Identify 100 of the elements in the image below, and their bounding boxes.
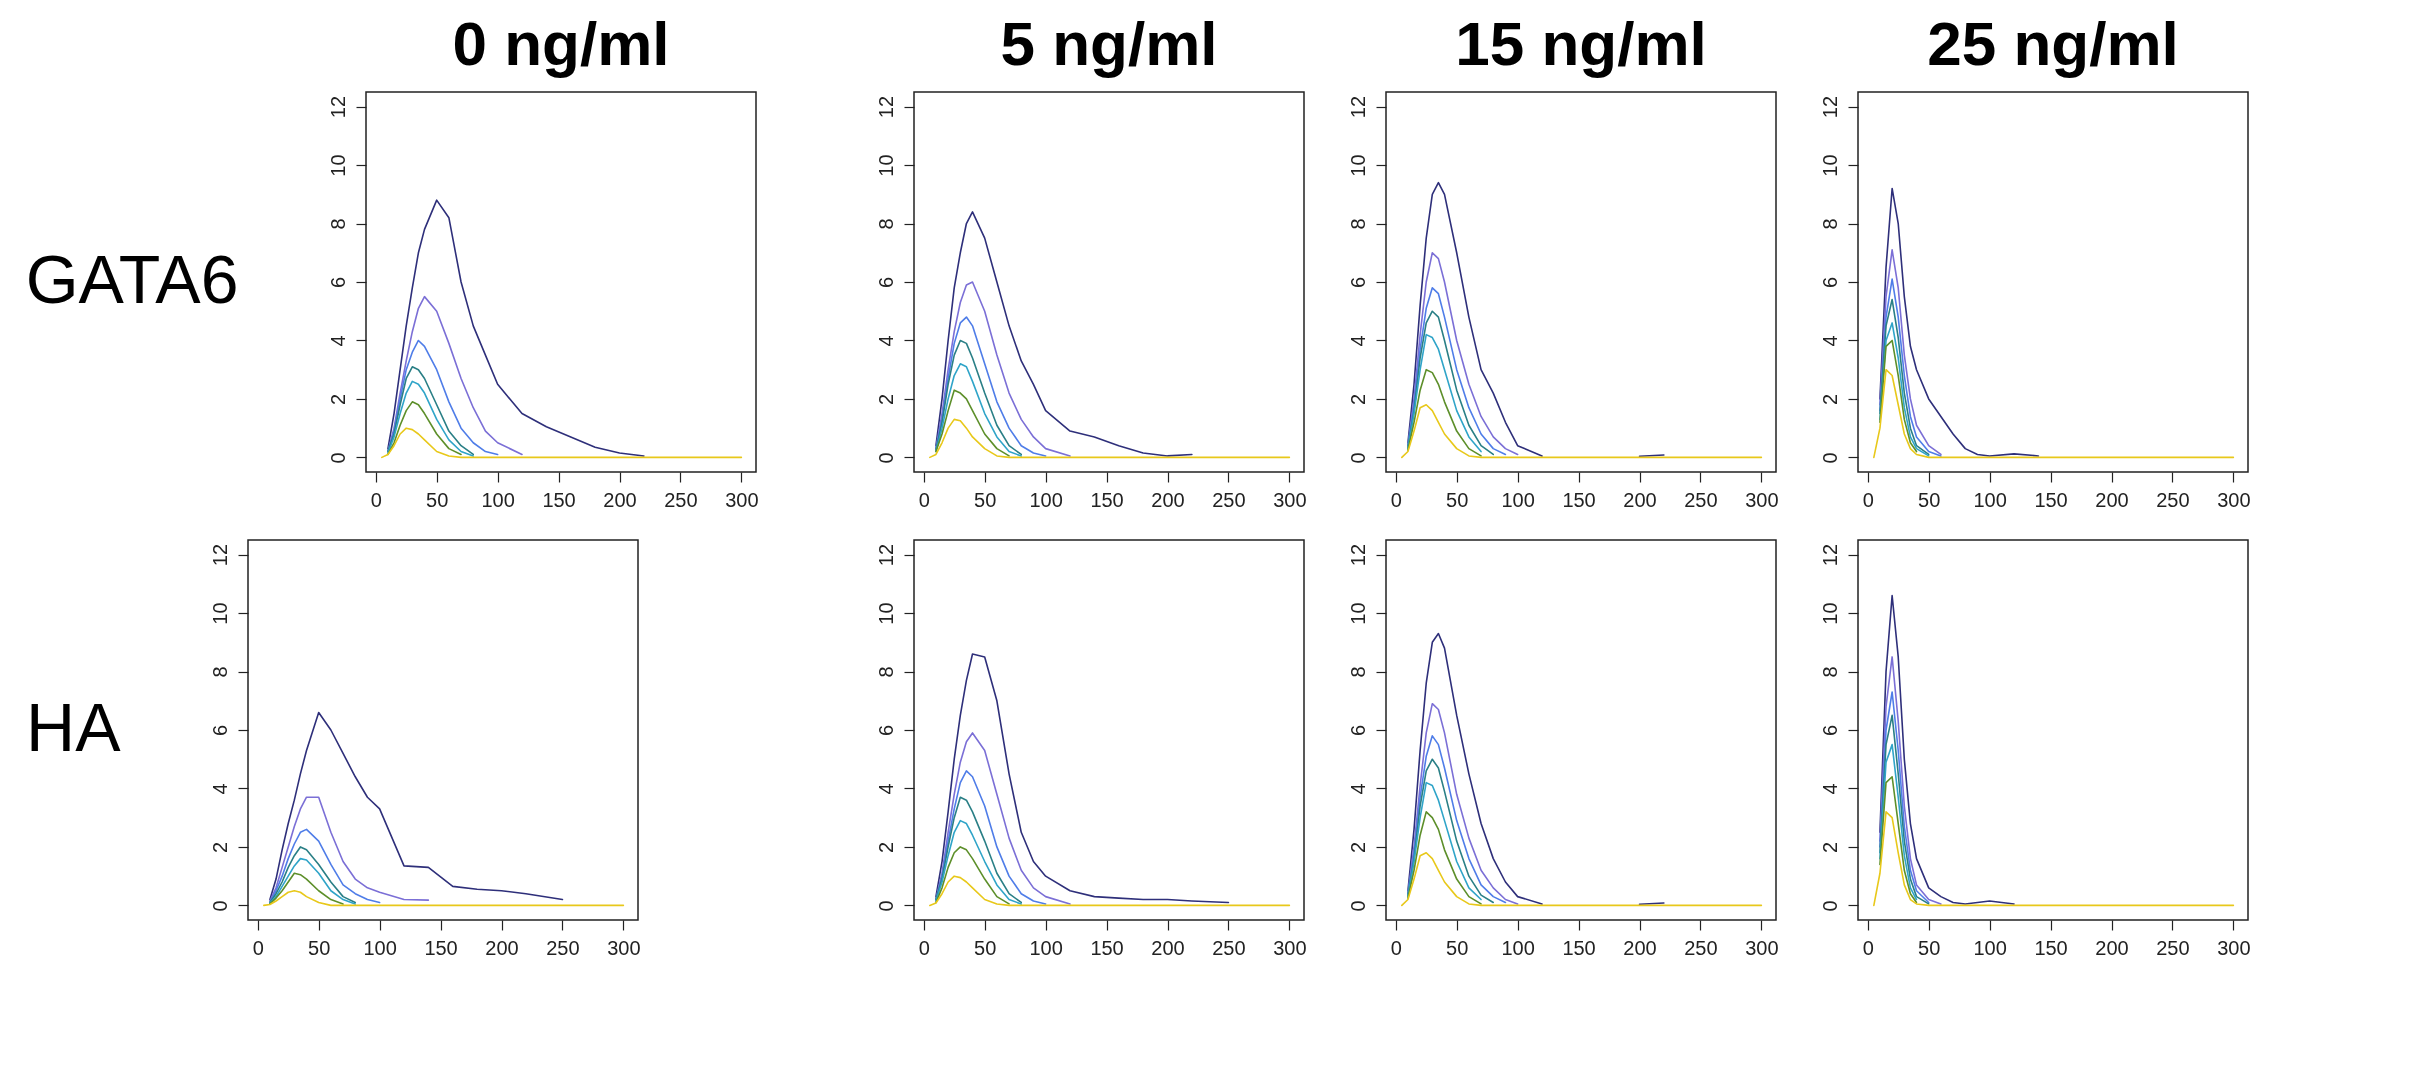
x-tick-label: 200	[1151, 488, 1185, 511]
y-tick-label: 6	[1346, 724, 1369, 737]
x-tick-label: 200	[1623, 936, 1657, 959]
x-tick-label: 0	[918, 936, 930, 959]
x-tick-label: 200	[1151, 936, 1185, 959]
x-tick-label: 50	[1446, 488, 1469, 511]
y-tick-label: 8	[208, 666, 231, 678]
x-tick-label: 250	[1212, 936, 1246, 959]
y-tick-label: 2	[1818, 393, 1841, 405]
x-tick-label: 150	[542, 488, 576, 511]
x-tick-label: 0	[918, 488, 930, 511]
x-tick-label: 100	[1501, 936, 1535, 959]
y-tick-label: 10	[326, 154, 349, 177]
x-tick-label: 0	[252, 936, 264, 959]
y-axis-title: HA	[26, 688, 122, 765]
x-tick-label: 100	[363, 936, 397, 959]
y-tick-label: 10	[1346, 154, 1369, 177]
x-tick-label: 150	[2034, 936, 2068, 959]
x-tick-label: 100	[481, 488, 515, 511]
y-tick-label: 12	[1818, 543, 1841, 567]
y-axis-title: GATA6	[25, 240, 239, 317]
y-tick-label: 2	[208, 841, 231, 853]
y-tick-label: 2	[1346, 393, 1369, 405]
x-tick-label: 300	[1273, 488, 1307, 511]
y-tick-label: 8	[1818, 666, 1841, 678]
y-tick-label: 4	[208, 783, 231, 795]
y-tick-label: 6	[1818, 276, 1841, 289]
x-tick-label: 0	[1390, 936, 1402, 959]
x-tick-label: 100	[1973, 936, 2007, 959]
x-tick-label: 150	[424, 936, 458, 959]
y-tick-label: 0	[874, 900, 897, 912]
y-tick-label: 8	[1346, 218, 1369, 230]
y-tick-label: 2	[1346, 841, 1369, 853]
chart-title: 5 ng/ml	[1000, 9, 1218, 78]
x-tick-label: 300	[725, 488, 759, 511]
y-tick-label: 0	[326, 452, 349, 464]
y-tick-label: 4	[1346, 335, 1369, 347]
x-tick-label: 300	[607, 936, 641, 959]
y-tick-label: 6	[208, 724, 231, 737]
y-tick-label: 4	[326, 335, 349, 347]
x-tick-label: 250	[1684, 488, 1718, 511]
x-tick-label: 250	[546, 936, 580, 959]
x-tick-label: 50	[1918, 936, 1941, 959]
x-tick-label: 300	[2217, 488, 2251, 511]
chart-title: 25 ng/ml	[1927, 9, 2179, 78]
y-tick-label: 12	[208, 543, 231, 567]
x-tick-label: 0	[1390, 488, 1402, 511]
x-tick-label: 250	[2156, 936, 2190, 959]
y-tick-label: 8	[874, 666, 897, 678]
chart-title: 0 ng/ml	[452, 9, 670, 78]
y-tick-label: 10	[208, 602, 231, 625]
x-tick-label: 150	[1090, 488, 1124, 511]
x-tick-label: 250	[1212, 488, 1246, 511]
x-tick-label: 150	[1562, 488, 1596, 511]
x-tick-label: 0	[1862, 488, 1874, 511]
chart-title: 15 ng/ml	[1455, 9, 1707, 78]
x-tick-label: 300	[1745, 936, 1779, 959]
x-tick-label: 50	[1446, 936, 1469, 959]
y-tick-label: 10	[1818, 602, 1841, 625]
y-tick-label: 8	[326, 218, 349, 230]
y-tick-label: 2	[326, 393, 349, 405]
y-tick-label: 0	[208, 900, 231, 912]
x-tick-label: 100	[1029, 488, 1063, 511]
x-tick-label: 0	[370, 488, 382, 511]
y-tick-label: 10	[874, 602, 897, 625]
y-tick-label: 4	[874, 783, 897, 795]
y-tick-label: 8	[1346, 666, 1369, 678]
x-tick-label: 100	[1973, 488, 2007, 511]
y-tick-label: 12	[874, 543, 897, 567]
x-tick-label: 250	[2156, 488, 2190, 511]
y-tick-label: 12	[1346, 95, 1369, 119]
y-tick-label: 8	[874, 218, 897, 230]
y-tick-label: 6	[874, 276, 897, 289]
y-tick-label: 10	[1818, 154, 1841, 177]
x-tick-label: 150	[1090, 936, 1124, 959]
y-tick-label: 12	[1818, 95, 1841, 119]
y-tick-label: 0	[874, 452, 897, 464]
y-tick-label: 0	[1818, 900, 1841, 912]
x-tick-label: 300	[2217, 936, 2251, 959]
y-tick-label: 10	[1346, 602, 1369, 625]
y-tick-label: 0	[1346, 452, 1369, 464]
x-tick-label: 50	[974, 936, 997, 959]
y-tick-label: 6	[1346, 276, 1369, 289]
x-tick-label: 250	[1684, 936, 1718, 959]
x-tick-label: 200	[2095, 936, 2129, 959]
y-tick-label: 6	[326, 276, 349, 289]
y-tick-label: 6	[874, 724, 897, 737]
y-tick-label: 4	[1818, 783, 1841, 795]
y-tick-label: 4	[1346, 783, 1369, 795]
x-tick-label: 300	[1273, 936, 1307, 959]
y-tick-label: 0	[1346, 900, 1369, 912]
x-tick-label: 0	[1862, 936, 1874, 959]
y-tick-label: 2	[874, 393, 897, 405]
x-tick-label: 250	[664, 488, 698, 511]
y-tick-label: 12	[1346, 543, 1369, 567]
x-tick-label: 200	[1623, 488, 1657, 511]
y-tick-label: 12	[874, 95, 897, 119]
y-tick-label: 6	[1818, 724, 1841, 737]
y-tick-label: 4	[1818, 335, 1841, 347]
x-tick-label: 50	[426, 488, 449, 511]
